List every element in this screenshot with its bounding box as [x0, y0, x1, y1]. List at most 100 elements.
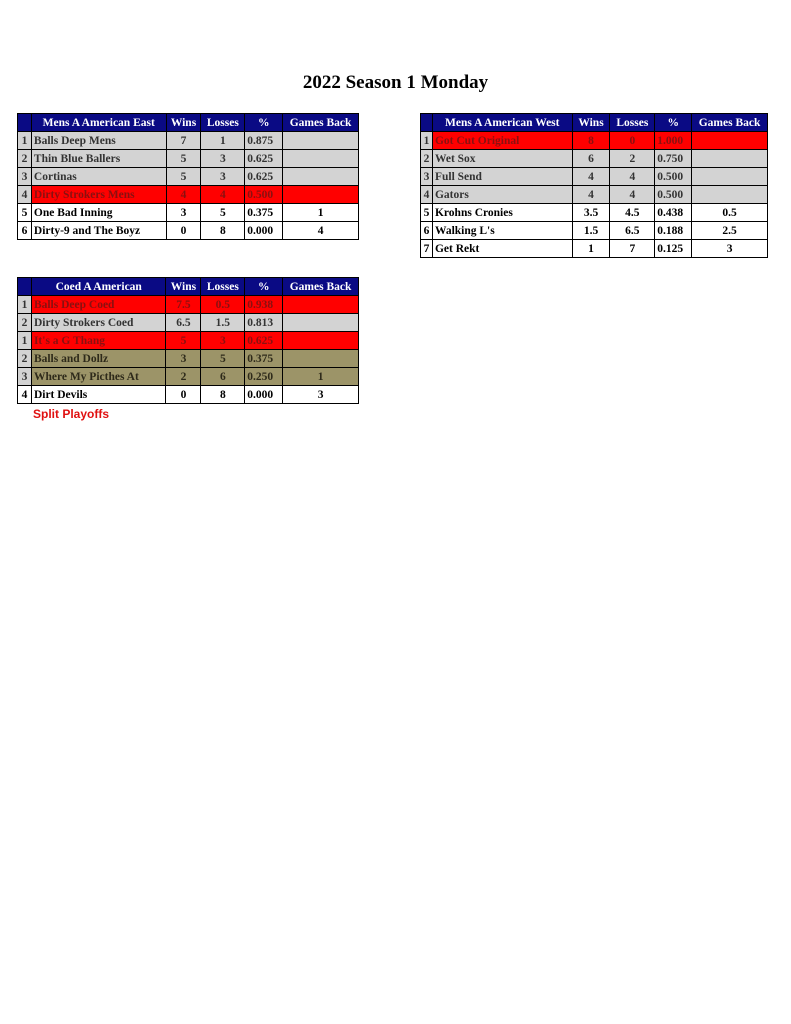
losses-header: Losses [609, 113, 656, 132]
split-playoffs-note: Split Playoffs [33, 407, 110, 421]
losses-cell: 4 [609, 185, 656, 204]
team-cell: Gators [431, 185, 573, 204]
rank-cell: 6 [420, 221, 433, 240]
wins-cell: 3.5 [571, 203, 611, 222]
table-row: 4 Dirt Devils 0 8 0.000 3 [17, 385, 359, 404]
games-back-cell [691, 167, 768, 186]
rank-cell: 7 [420, 239, 433, 258]
wins-header: Wins [165, 277, 202, 296]
losses-cell: 4 [609, 167, 656, 186]
table-row: 1 Balls Deep Coed 7.5 0.5 0.938 [17, 295, 359, 314]
pct-header: % [244, 277, 284, 296]
losses-cell: 0.5 [200, 295, 246, 314]
wins-cell: 5 [165, 167, 202, 186]
rank-header [17, 277, 32, 296]
pct-cell: 0.938 [244, 295, 284, 314]
rank-cell: 6 [17, 221, 32, 240]
rank-cell: 5 [420, 203, 433, 222]
wins-cell: 6 [571, 149, 611, 168]
team-cell: Dirt Devils [30, 385, 167, 404]
table-row: 4 Dirty Strokers Mens 4 4 0.500 [17, 185, 359, 204]
games-back-cell: 4 [282, 221, 359, 240]
games-back-cell: 2.5 [691, 221, 768, 240]
table-row: 5 One Bad Inning 3 5 0.375 1 [17, 203, 359, 222]
team-cell: Get Rekt [431, 239, 573, 258]
wins-cell: 3 [165, 349, 202, 368]
team-cell: Wet Sox [431, 149, 573, 168]
losses-cell: 8 [200, 385, 246, 404]
table-row: 2 Wet Sox 6 2 0.750 [420, 149, 768, 168]
team-cell: Walking L's [431, 221, 573, 240]
rank-cell: 4 [17, 385, 32, 404]
games-back-cell: 0.5 [691, 203, 768, 222]
wins-cell: 3 [165, 203, 202, 222]
team-cell: Balls Deep Mens [30, 131, 167, 150]
pct-cell: 0.500 [654, 185, 693, 204]
team-cell: Krohns Cronies [431, 203, 573, 222]
pct-cell: 0.188 [654, 221, 693, 240]
rank-cell: 1 [17, 131, 32, 150]
losses-header: Losses [200, 113, 246, 132]
team-cell: Thin Blue Ballers [30, 149, 167, 168]
losses-cell: 5 [200, 349, 246, 368]
games-back-cell [691, 185, 768, 204]
wins-cell: 6.5 [165, 313, 202, 332]
division-header: Coed A American [30, 277, 167, 296]
team-cell: One Bad Inning [30, 203, 167, 222]
wins-cell: 5 [165, 149, 202, 168]
table-row: 2 Dirty Strokers Coed 6.5 1.5 0.813 [17, 313, 359, 332]
page-title: 2022 Season 1 Monday [302, 72, 489, 93]
losses-cell: 4 [200, 185, 246, 204]
wins-cell: 8 [571, 131, 611, 150]
pct-cell: 0.000 [244, 221, 284, 240]
losses-cell: 8 [200, 221, 246, 240]
pct-cell: 0.500 [654, 167, 693, 186]
losses-cell: 1 [200, 131, 246, 150]
pct-cell: 0.625 [244, 167, 284, 186]
pct-cell: 0.375 [244, 203, 284, 222]
table-row: 3 Where My Picthes At 2 6 0.250 1 [17, 367, 359, 386]
games-back-cell [282, 131, 359, 150]
rank-cell: 3 [420, 167, 433, 186]
team-cell: Dirty Strokers Mens [30, 185, 167, 204]
losses-cell: 6.5 [609, 221, 656, 240]
pct-cell: 0.500 [244, 185, 284, 204]
games-back-cell [282, 295, 359, 314]
table-row: 5 Krohns Cronies 3.5 4.5 0.438 0.5 [420, 203, 768, 222]
table-row: 3 Cortinas 5 3 0.625 [17, 167, 359, 186]
rank-cell: 1 [420, 131, 433, 150]
rank-header [17, 113, 32, 132]
games-back-header: Games Back [282, 277, 359, 296]
losses-header: Losses [200, 277, 246, 296]
rank-cell: 5 [17, 203, 32, 222]
wins-cell: 7.5 [165, 295, 202, 314]
wins-cell: 0 [165, 385, 202, 404]
rank-cell: 4 [17, 185, 32, 204]
games-back-cell: 1 [282, 367, 359, 386]
pct-cell: 0.000 [244, 385, 284, 404]
table-row: 2 Balls and Dollz 3 5 0.375 [17, 349, 359, 368]
table-row: 1 Got Cut Original 8 0 1.000 [420, 131, 768, 150]
wins-header: Wins [571, 113, 611, 132]
table-row: 2 Thin Blue Ballers 5 3 0.625 [17, 149, 359, 168]
rank-cell: 3 [17, 167, 32, 186]
pct-cell: 0.875 [244, 131, 284, 150]
team-cell: Full Send [431, 167, 573, 186]
team-cell: It's a G Thang [30, 331, 167, 350]
games-back-cell [282, 185, 359, 204]
wins-cell: 1 [571, 239, 611, 258]
losses-cell: 3 [200, 331, 246, 350]
pct-cell: 0.250 [244, 367, 284, 386]
losses-cell: 3 [200, 149, 246, 168]
pct-cell: 1.000 [654, 131, 693, 150]
team-cell: Cortinas [30, 167, 167, 186]
division-header: Mens A American West [431, 113, 573, 132]
losses-cell: 2 [609, 149, 656, 168]
wins-cell: 1.5 [571, 221, 611, 240]
rank-cell: 2 [17, 313, 32, 332]
rank-cell: 3 [17, 367, 32, 386]
wins-cell: 4 [571, 185, 611, 204]
rank-cell: 2 [17, 149, 32, 168]
team-cell: Dirty-9 and The Boyz [30, 221, 167, 240]
standings-table-coed: Coed A American Wins Losses% Games Back 1 Bal… [17, 277, 359, 404]
